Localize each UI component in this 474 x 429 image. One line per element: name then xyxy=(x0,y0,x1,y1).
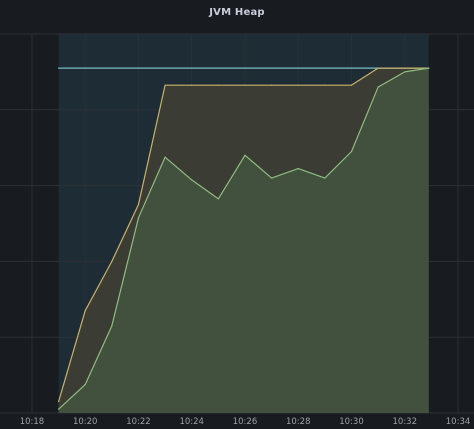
series-2-point-2 xyxy=(111,325,113,327)
series-2-point-12 xyxy=(377,86,379,88)
x-tick-label: 10:24 xyxy=(179,417,204,427)
series-2-point-8 xyxy=(271,177,273,179)
series-2-point-9 xyxy=(297,167,299,170)
series-1-point-13 xyxy=(404,67,406,69)
series-1-point-8 xyxy=(271,84,273,86)
series-2-point-1 xyxy=(84,383,86,386)
x-tick-label: 10:34 xyxy=(446,417,471,427)
x-tick-label: 10:22 xyxy=(126,417,151,427)
series-1-point-9 xyxy=(297,84,299,86)
x-tick-label: 10:26 xyxy=(233,417,258,427)
series-1-point-1 xyxy=(84,310,86,312)
series-1-point-3 xyxy=(137,203,140,206)
series-1-point-2 xyxy=(111,260,113,262)
series-2-point-6 xyxy=(217,198,219,200)
series-2-point-3 xyxy=(137,217,140,219)
series-1-point-0 xyxy=(57,401,60,403)
series-1-point-11 xyxy=(350,84,353,86)
series-1-point-5 xyxy=(191,84,193,86)
series-2-point-5 xyxy=(191,179,193,181)
series-2-point-11 xyxy=(350,150,353,153)
series-2-point-14 xyxy=(428,67,430,69)
series-2-point-10 xyxy=(324,177,326,179)
x-tick-label: 10:28 xyxy=(286,417,311,427)
x-tick-label: 10:30 xyxy=(339,417,364,427)
series-2-point-7 xyxy=(244,154,246,156)
series-2-area xyxy=(58,68,429,414)
x-tick-label: 10:32 xyxy=(393,417,418,427)
series-2-point-0 xyxy=(57,408,60,410)
series-2-point-13 xyxy=(404,71,406,73)
x-tick-label: 10:18 xyxy=(20,417,45,427)
series-2-point-4 xyxy=(164,156,166,158)
series-0-point-0 xyxy=(57,67,60,69)
panel-title: JVM Heap xyxy=(209,7,265,18)
series-1-point-10 xyxy=(324,84,326,86)
series-1-point-12 xyxy=(377,67,379,69)
series-1-point-6 xyxy=(217,84,219,86)
series-1-point-4 xyxy=(164,84,166,86)
series-1-point-7 xyxy=(244,84,246,86)
x-tick-label: 10:20 xyxy=(73,417,98,427)
